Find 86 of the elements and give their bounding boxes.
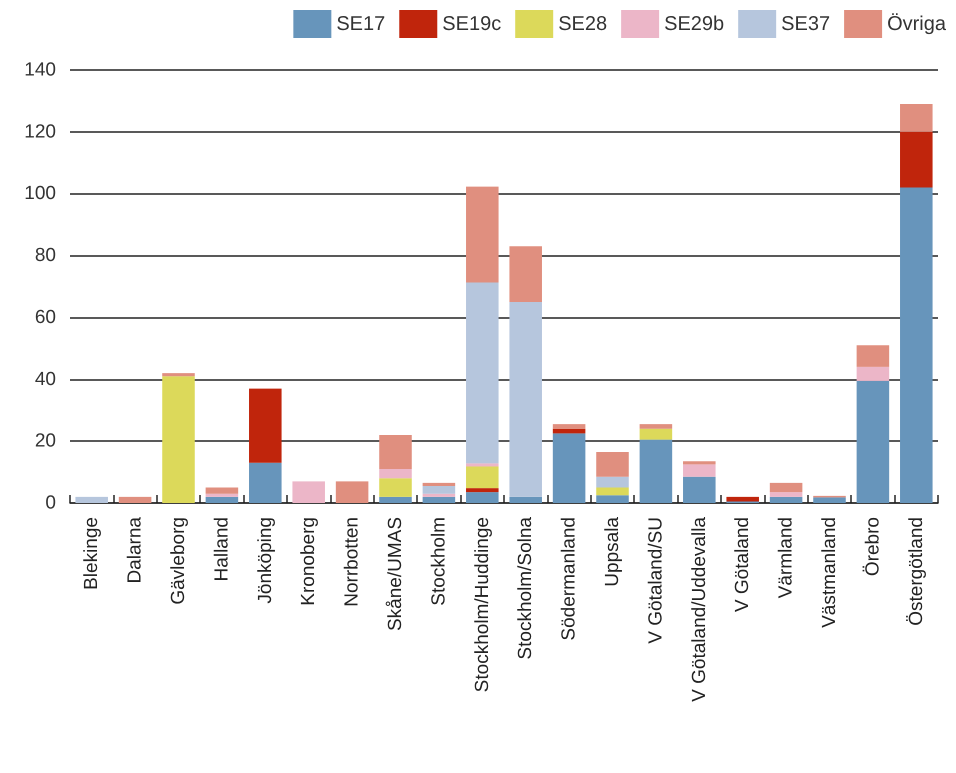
bar [683,461,716,464]
bar [466,466,499,488]
y-tick-label: 0 [45,492,56,514]
bar [770,496,802,503]
bar [683,464,716,477]
x-tick-label: Kronoberg [298,517,320,606]
bar [379,478,412,497]
bar [640,428,672,440]
legend-label: SE17 [336,13,386,35]
bar [856,345,890,367]
bar [509,302,542,497]
x-tick-label: Östergötland [906,517,927,626]
x-tick-label: Stockholm/Huddinge [472,517,493,692]
bar [509,246,542,302]
x-tick-label: Örebro [862,517,884,576]
bar [336,481,368,503]
x-tick-label: Uppsala [602,516,623,587]
bar [379,468,412,478]
bar [726,496,759,502]
bar [162,376,195,503]
x-tick-label: Södermanland [558,517,580,641]
bar [770,492,802,497]
x-tick-label: Dalarna [124,516,146,584]
x-tick-label: V Götaland [732,517,754,612]
bar [552,424,586,429]
x-tick-label: Norrbotten [342,517,363,607]
y-tick-label: 100 [24,183,56,204]
bar [75,496,108,503]
bar [162,373,195,376]
bar [596,452,629,477]
x-tick-label: Jönköping [254,517,276,604]
bar [856,380,890,503]
bar [466,463,499,467]
y-tick-label: 80 [34,245,56,266]
x-tick-label: Skåne/UMAS [385,517,406,632]
bar [596,488,629,496]
y-tick-label: 120 [24,121,56,142]
bar [640,440,672,503]
bar [422,482,456,486]
bar [509,496,542,503]
x-tick-label: Västmanland [819,517,840,628]
x-tick-label: Värmland [776,517,797,598]
legend-label: Övriga [887,13,947,35]
bar [422,486,456,494]
bar [552,428,586,434]
bar [596,476,629,488]
y-tick-label: 60 [34,306,56,328]
x-tick-label: Halland [211,517,232,582]
bar [292,481,325,503]
bar [900,188,933,503]
x-tick-label: Blekinge [81,517,102,590]
bar [206,496,238,503]
x-tick-label: Gävleborg [168,517,189,605]
bar [856,366,890,381]
legend-label: SE29b [664,13,724,35]
x-tick-label: V Götaland/SU [645,517,666,644]
legend-label: SE28 [558,13,608,35]
bar [640,424,672,429]
bar [422,496,456,503]
bar [770,482,802,492]
bar [206,494,238,497]
bar [813,497,846,503]
legend-label: SE19c [442,13,502,35]
bar [118,496,152,503]
bar [249,388,282,463]
bar [466,488,499,492]
bar [466,282,499,464]
x-tick-label: Stockholm [428,517,450,606]
x-tick-label: V Götaland/Uddevalla [688,516,710,702]
bar [900,132,933,188]
legend-label: SE37 [781,13,830,35]
bar [206,488,238,494]
bar [379,434,412,469]
bar [466,186,499,282]
bar [552,433,586,503]
bar [249,462,282,503]
bar [900,104,933,132]
bar [683,476,716,503]
bar [379,496,412,503]
bar [596,495,629,503]
y-tick-label: 140 [24,60,56,80]
bar [422,494,456,497]
y-tick-label: 40 [34,368,56,390]
x-tick-label: Stockholm/Solna [515,516,536,660]
y-tick-label: 20 [34,430,56,452]
bar [466,492,499,503]
